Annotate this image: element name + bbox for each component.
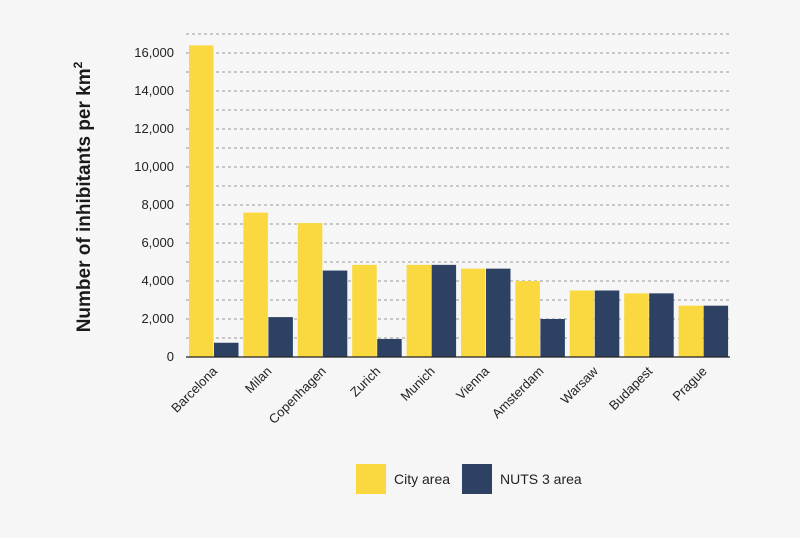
x-category-label: Warsaw: [557, 363, 601, 407]
y-tick-label: 16,000: [134, 45, 174, 60]
y-tick-label: 12,000: [134, 121, 174, 136]
y-axis-title-superscript: 2: [71, 61, 85, 68]
y-tick-label: 8,000: [141, 197, 174, 212]
x-category-label: Vienna: [453, 363, 493, 403]
y-axis-title-text: Number of inhibitants per km: [74, 68, 95, 332]
x-category-label: Budapest: [606, 363, 656, 413]
legend-label: City area: [394, 471, 450, 487]
y-tick-label: 10,000: [134, 159, 174, 174]
x-category-label: Amsterdam: [489, 364, 547, 422]
legend: City area NUTS 3 area: [356, 464, 582, 494]
bar-nuts-3-area-zurich: [377, 338, 402, 357]
legend-swatch-nuts-3-area: [462, 464, 492, 494]
bar-city-area-zurich: [352, 264, 377, 357]
x-category-label: Munich: [397, 364, 437, 404]
bar-nuts-3-area-barcelona: [214, 342, 239, 357]
bar-nuts-3-area-copenhagen: [322, 270, 348, 357]
x-category-label: Copenhagen: [266, 364, 329, 427]
bar-city-area-barcelona: [189, 45, 214, 358]
bar-nuts-3-area-amsterdam: [540, 319, 565, 357]
bar-city-area-vienna: [461, 268, 486, 357]
y-tick-label: 14,000: [134, 83, 174, 98]
legend-swatch-city-area: [356, 464, 386, 494]
bar-city-area-copenhagen: [297, 223, 323, 357]
bar-city-area-munich: [406, 264, 432, 357]
bar-nuts-3-area-budapest: [649, 293, 674, 357]
y-tick-label: 0: [167, 349, 174, 364]
bar-nuts-3-area-prague: [703, 305, 729, 357]
grid-lines: [186, 33, 730, 339]
x-category-label: Zurich: [347, 364, 383, 400]
bar-city-area-budapest: [624, 293, 649, 357]
x-category-label: Milan: [242, 364, 275, 397]
x-category-label: Barcelona: [168, 363, 221, 416]
y-tick-label: 2,000: [141, 311, 174, 326]
bar-nuts-3-area-milan: [268, 317, 293, 357]
y-tick-label: 4,000: [141, 273, 174, 288]
bar-nuts-3-area-warsaw: [594, 290, 620, 357]
bar-city-area-amsterdam: [515, 281, 540, 357]
legend-label: NUTS 3 area: [500, 471, 582, 487]
y-axis-title: Number of inhibitants per km2: [71, 61, 95, 332]
y-axis-ticks: 0 2,000 4,000 6,000 8,000 10,000 12,000 14,000 1…: [134, 45, 174, 364]
y-tick-label: 6,000: [141, 235, 174, 250]
bar-city-area-prague: [678, 305, 704, 357]
bars: [189, 45, 729, 358]
bar-city-area-milan: [243, 212, 268, 357]
bar-city-area-warsaw: [569, 290, 595, 357]
bar-nuts-3-area-vienna: [486, 268, 511, 357]
bar-nuts-3-area-munich: [431, 264, 457, 357]
x-category-label: Prague: [669, 364, 709, 404]
